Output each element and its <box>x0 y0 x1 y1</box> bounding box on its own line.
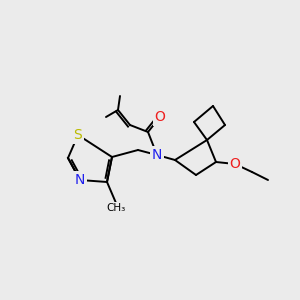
Text: N: N <box>152 148 162 162</box>
Text: N: N <box>75 173 85 187</box>
Text: O: O <box>154 110 165 124</box>
Text: O: O <box>230 157 240 171</box>
Text: S: S <box>74 128 82 142</box>
Text: CH₃: CH₃ <box>106 203 126 213</box>
